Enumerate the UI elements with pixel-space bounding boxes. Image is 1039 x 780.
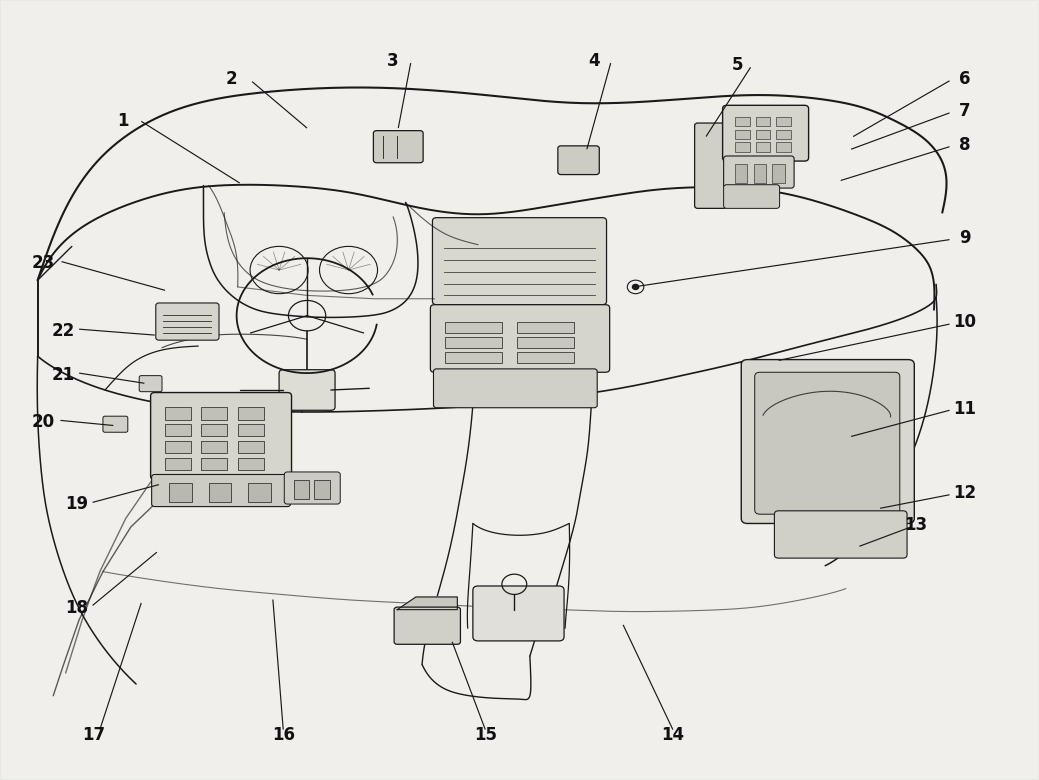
FancyBboxPatch shape: [473, 586, 564, 641]
FancyBboxPatch shape: [139, 376, 162, 392]
Text: 14: 14: [661, 725, 685, 743]
FancyBboxPatch shape: [373, 130, 423, 163]
Bar: [445, 321, 502, 332]
Text: 9: 9: [959, 229, 970, 247]
Bar: [755, 143, 770, 152]
Bar: [238, 407, 264, 420]
FancyBboxPatch shape: [558, 146, 600, 175]
FancyBboxPatch shape: [156, 303, 219, 340]
Text: 21: 21: [52, 366, 75, 384]
Bar: [755, 117, 770, 126]
Text: 15: 15: [474, 725, 497, 743]
Bar: [209, 483, 232, 502]
Text: 23: 23: [31, 254, 54, 272]
Bar: [776, 129, 791, 139]
FancyBboxPatch shape: [695, 123, 726, 208]
Bar: [445, 352, 502, 363]
FancyBboxPatch shape: [285, 472, 340, 504]
FancyBboxPatch shape: [722, 105, 808, 161]
Bar: [445, 337, 502, 348]
Bar: [202, 424, 228, 437]
FancyBboxPatch shape: [774, 511, 907, 558]
Text: 3: 3: [388, 51, 399, 69]
Bar: [772, 165, 784, 183]
Text: 12: 12: [954, 484, 977, 502]
Bar: [165, 441, 191, 453]
FancyBboxPatch shape: [430, 305, 610, 372]
Bar: [517, 352, 575, 363]
Text: 4: 4: [588, 51, 600, 69]
Bar: [165, 458, 191, 470]
Bar: [238, 441, 264, 453]
Text: 6: 6: [959, 70, 970, 88]
Bar: [735, 129, 749, 139]
Text: 11: 11: [954, 399, 977, 417]
FancyBboxPatch shape: [151, 392, 292, 480]
FancyBboxPatch shape: [152, 474, 291, 506]
FancyBboxPatch shape: [394, 607, 460, 644]
Text: 17: 17: [82, 725, 105, 743]
Bar: [202, 407, 228, 420]
Bar: [248, 483, 271, 502]
Text: 13: 13: [904, 516, 927, 534]
Bar: [202, 458, 228, 470]
Bar: [294, 480, 310, 499]
Bar: [735, 165, 747, 183]
Text: 8: 8: [959, 136, 970, 154]
Bar: [753, 165, 766, 183]
Bar: [238, 424, 264, 437]
Bar: [776, 117, 791, 126]
Bar: [169, 483, 192, 502]
Bar: [165, 407, 191, 420]
Bar: [238, 458, 264, 470]
FancyBboxPatch shape: [103, 417, 128, 432]
FancyBboxPatch shape: [754, 372, 900, 514]
Text: 5: 5: [731, 55, 743, 74]
Text: 20: 20: [31, 413, 54, 431]
Bar: [517, 321, 575, 332]
Text: 1: 1: [116, 112, 129, 130]
Text: 2: 2: [225, 70, 237, 88]
FancyBboxPatch shape: [723, 156, 794, 188]
Bar: [755, 129, 770, 139]
Text: 7: 7: [959, 102, 970, 120]
Polygon shape: [397, 597, 457, 610]
Text: 19: 19: [65, 495, 88, 513]
FancyBboxPatch shape: [723, 185, 779, 208]
FancyBboxPatch shape: [741, 360, 914, 523]
Text: 22: 22: [52, 322, 75, 340]
FancyBboxPatch shape: [433, 369, 597, 408]
Bar: [735, 117, 749, 126]
FancyBboxPatch shape: [279, 370, 335, 410]
Bar: [202, 441, 228, 453]
Text: 18: 18: [65, 599, 88, 617]
Bar: [735, 143, 749, 152]
Text: 10: 10: [954, 314, 977, 332]
Text: 16: 16: [272, 725, 295, 743]
FancyBboxPatch shape: [432, 218, 607, 305]
Bar: [165, 424, 191, 437]
Bar: [517, 337, 575, 348]
Circle shape: [633, 285, 639, 289]
Bar: [776, 143, 791, 152]
Bar: [315, 480, 329, 499]
